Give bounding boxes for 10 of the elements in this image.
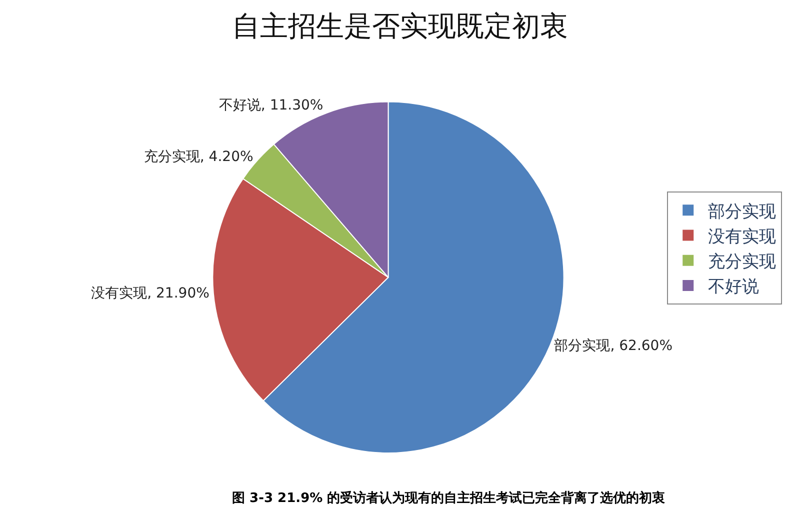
chart-title: 自主招生是否实现既定初衷 [232,9,568,42]
legend-label: 不好说 [708,277,760,298]
caption: 图 3-3 21.9% 的受访者认为现有的自主招生考试已完全背离了选优的初衷 [232,490,666,506]
data-label: 没有实现, 21.90% [91,285,210,302]
legend-label: 部分实现 [708,202,776,222]
legend-label: 没有实现 [708,226,776,247]
data-label: 部分实现, 62.60% [554,338,673,354]
data-label: 充分实现, 4.20% [144,148,254,165]
data-label: 不好说, 11.30% [218,98,324,114]
legend-label: 充分实现 [708,252,776,272]
